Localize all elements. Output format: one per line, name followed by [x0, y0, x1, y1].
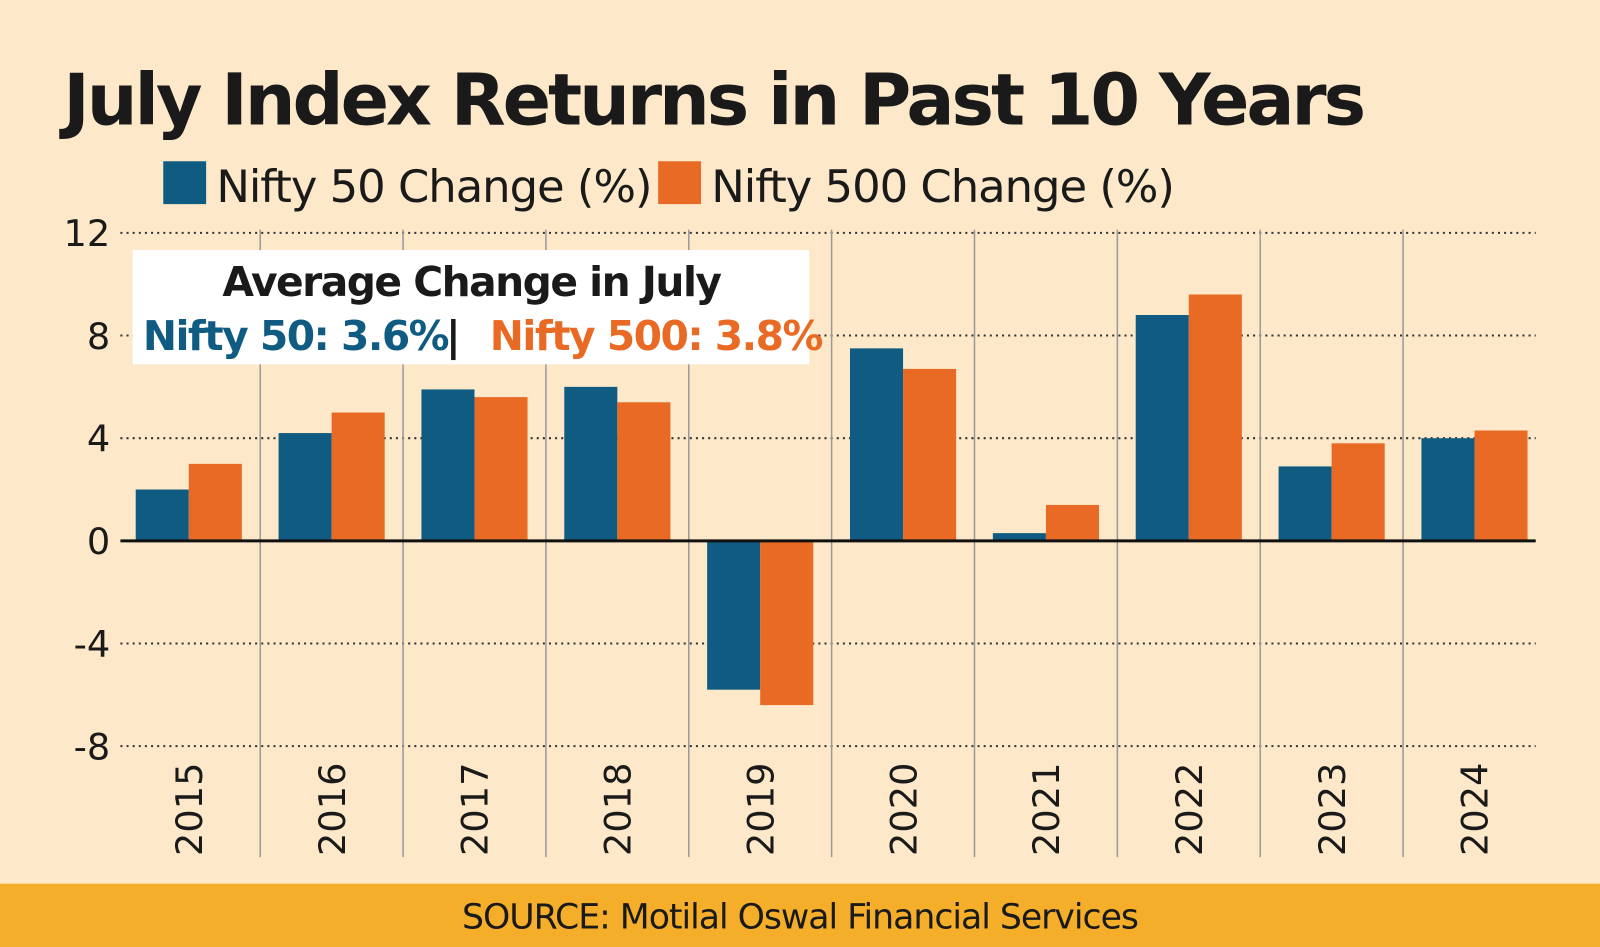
bar-nifty50-2023 [1278, 466, 1332, 541]
legend-swatch-nifty500 [658, 161, 702, 205]
bar-nifty50-2017 [421, 389, 475, 541]
annotation-title: Average Change in July [222, 258, 721, 306]
y-tick-label: 0 [87, 520, 110, 563]
y-tick-label: 12 [63, 212, 110, 255]
x-tick-label: 2024 [1454, 762, 1497, 855]
legend: Nifty 50 Change (%) Nifty 500 Change (%) [163, 160, 1175, 213]
bar-nifty50-2019 [707, 540, 761, 690]
bar-nifty500-2015 [188, 463, 242, 541]
average-annotation: Average Change in July Nifty 50: 3.6% | … [132, 250, 824, 365]
y-tick-label: -8 [74, 725, 111, 768]
bar-nifty50-2024 [1421, 438, 1475, 541]
y-tick-label: -4 [74, 623, 111, 666]
x-tick-label: 2018 [597, 762, 640, 855]
annotation-separator: | [446, 312, 459, 361]
x-tick-label: 2023 [1311, 762, 1354, 855]
annotation-nifty500: Nifty 500: 3.8% [490, 312, 823, 360]
legend-label-nifty500: Nifty 500 Change (%) [711, 160, 1174, 213]
bar-nifty50-2021 [992, 533, 1046, 541]
bar-nifty500-2024 [1474, 430, 1528, 541]
bar-nifty50-2016 [278, 433, 332, 541]
source-bar [0, 883, 1600, 947]
y-tick-label: 8 [87, 315, 110, 358]
y-tick-label: 4 [87, 417, 110, 460]
x-tick-label: 2017 [454, 762, 497, 855]
x-tick-label: 2021 [1025, 762, 1068, 855]
x-tick-label: 2022 [1168, 762, 1211, 855]
bar-nifty50-2015 [135, 489, 189, 541]
bar-nifty500-2021 [1045, 504, 1099, 541]
x-tick-label: 2015 [168, 762, 211, 855]
bar-nifty500-2017 [474, 397, 528, 541]
bar-nifty50-2020 [850, 348, 904, 541]
y-axis-ticks: 12 8 4 0 -4 -8 [63, 212, 110, 768]
legend-label-nifty50: Nifty 50 Change (%) [216, 160, 651, 213]
x-tick-label: 2016 [311, 762, 354, 855]
bar-nifty500-2019 [760, 540, 814, 706]
bar-nifty500-2018 [617, 402, 671, 541]
bars [135, 294, 1528, 706]
chart-title: July Index Returns in Past 10 Years [58, 59, 1363, 142]
x-tick-label: 2019 [739, 762, 782, 855]
legend-swatch-nifty50 [163, 161, 207, 205]
x-axis-ticks: 2015 2016 2017 2018 2019 2020 2021 2022 2023 2024 [168, 762, 1497, 855]
bar-nifty50-2022 [1135, 315, 1189, 541]
bar-nifty500-2022 [1188, 294, 1242, 541]
bar-nifty500-2020 [903, 368, 957, 541]
source-text: SOURCE: Motilal Oswal Financial Services [462, 898, 1138, 938]
annotation-box [132, 250, 810, 365]
x-tick-label: 2020 [882, 762, 925, 855]
annotation-nifty50: Nifty 50: 3.6% [143, 312, 449, 360]
bar-nifty500-2016 [331, 412, 385, 541]
bar-nifty500-2023 [1331, 443, 1385, 541]
bar-nifty50-2018 [564, 386, 618, 541]
